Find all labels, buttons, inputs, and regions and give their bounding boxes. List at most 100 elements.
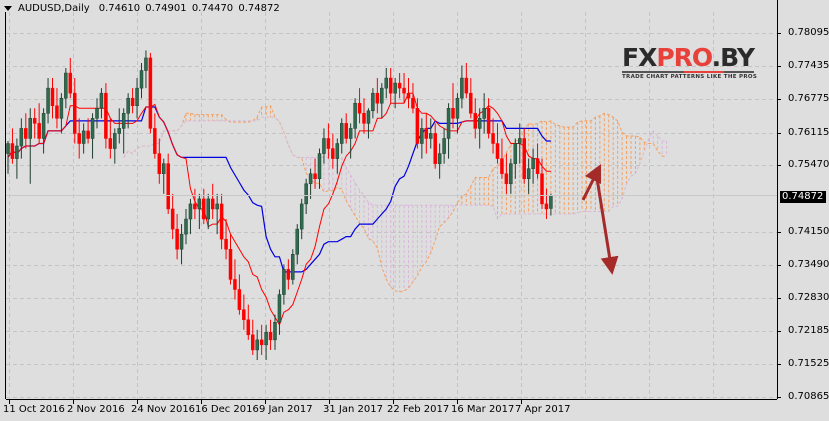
close-value: 0.74872 (238, 3, 280, 14)
bear-candle (210, 198, 215, 210)
bull-candle (509, 163, 513, 185)
bull-candle (277, 294, 282, 323)
bull-candle (299, 203, 304, 230)
bear-candle (268, 332, 273, 341)
bull-candle (526, 168, 531, 180)
bear-candle (473, 113, 477, 129)
date-tick-label: 16 Dec 2016 (195, 404, 259, 415)
bear-candle (246, 319, 251, 336)
date-tick-label: 7 Apr 2017 (515, 404, 571, 415)
bear-candle (397, 82, 402, 89)
bull-candle (81, 130, 86, 144)
bull-candle (340, 123, 344, 144)
bear-candle (535, 158, 540, 174)
chart-header: AUDUSD,Daily 0.74610 0.74901 0.74470 0.7… (4, 3, 282, 14)
bear-candle (228, 248, 233, 280)
bull-candle (282, 269, 286, 295)
bear-candle (544, 203, 549, 210)
bull-candle (19, 128, 24, 147)
bear-candle (451, 108, 455, 119)
bull-candle (117, 128, 121, 134)
high-value: 0.74901 (145, 3, 187, 14)
bull-candle (477, 118, 482, 129)
bull-candle (429, 133, 433, 139)
bull-candle (371, 92, 375, 112)
bear-candle (130, 97, 135, 106)
bull-candle (126, 97, 130, 114)
price-tick-label: 0.77435 (788, 60, 829, 71)
bear-candle (24, 128, 28, 139)
bear-candle (233, 279, 237, 290)
bull-candle (317, 153, 322, 180)
bull-candle (366, 110, 371, 124)
bull-candle (295, 228, 299, 255)
bull-candle (531, 158, 535, 169)
bull-candle (6, 143, 10, 154)
price-tick-label: 0.75470 (788, 159, 829, 170)
bull-candle (139, 70, 144, 89)
bull-candle (513, 143, 518, 164)
low-value: 0.74470 (191, 3, 234, 14)
price-tick-label: 0.70865 (788, 391, 829, 402)
collapse-triangle-icon[interactable] (4, 6, 12, 11)
bull-candle (446, 108, 451, 139)
bear-candle (108, 138, 113, 149)
bear-candle (411, 97, 415, 109)
bull-candle (179, 233, 184, 250)
price-tick-label: 0.76775 (788, 93, 829, 104)
bear-candle (73, 92, 77, 134)
bull-candle (99, 92, 104, 109)
bull-candle (15, 145, 19, 159)
bear-candle (469, 92, 473, 114)
date-tick-label: 22 Feb 2017 (387, 404, 450, 415)
bull-candle (206, 198, 210, 220)
arrow-up-icon (581, 163, 602, 201)
bull-candle (28, 118, 32, 139)
bear-candle (170, 208, 175, 230)
bull-candle (335, 143, 340, 159)
logo-tagline: TRADE CHART PATTERNS LIKE THE PROS (622, 71, 757, 80)
watermark-logo: FXPRO.BY TRADE CHART PATTERNS LIKE THE P… (622, 45, 772, 85)
senkou-span-a (123, 105, 667, 293)
bull-candle (437, 153, 442, 164)
bull-candle (41, 113, 46, 139)
symbol-timeframe: AUDUSD,Daily (18, 3, 90, 14)
bull-candle (215, 203, 219, 210)
bull-candle (144, 57, 148, 71)
bear-candle (175, 228, 179, 250)
bull-candle (518, 138, 522, 144)
bear-candle (251, 334, 255, 351)
bull-candle (380, 87, 384, 104)
bear-candle (504, 173, 509, 185)
candles (6, 50, 553, 360)
bull-candle (197, 198, 202, 210)
bear-candle (313, 173, 317, 180)
logo-part-by: .BY (711, 43, 755, 72)
price-tick-label: 0.71525 (788, 358, 829, 369)
bear-candle (50, 87, 55, 106)
bear-candle (500, 158, 504, 174)
bear-candle (491, 133, 495, 144)
logo-wordmark: FXPRO.BY (622, 45, 772, 71)
bear-candle (344, 123, 348, 139)
price-tick-label: 0.73490 (788, 259, 829, 270)
senkou-span-b (123, 116, 667, 220)
bear-candle (259, 339, 264, 346)
price-tick-label: 0.76115 (788, 127, 829, 138)
date-tick-label: 31 Jan 2017 (323, 404, 383, 415)
bear-candle (522, 138, 526, 180)
bear-candle (32, 118, 37, 124)
bull-candle (420, 128, 424, 144)
bull-candle (482, 108, 486, 119)
current-price-label: 0.74872 (780, 191, 827, 203)
price-tick-label: 0.78095 (788, 27, 829, 38)
price-tick-label: 0.74150 (788, 226, 829, 237)
bear-candle (157, 153, 162, 174)
bear-candle (10, 143, 15, 159)
bull-candle (273, 321, 277, 341)
bull-candle (291, 254, 295, 280)
bear-candle (402, 87, 406, 94)
price-tick-label: 0.72185 (788, 325, 829, 336)
